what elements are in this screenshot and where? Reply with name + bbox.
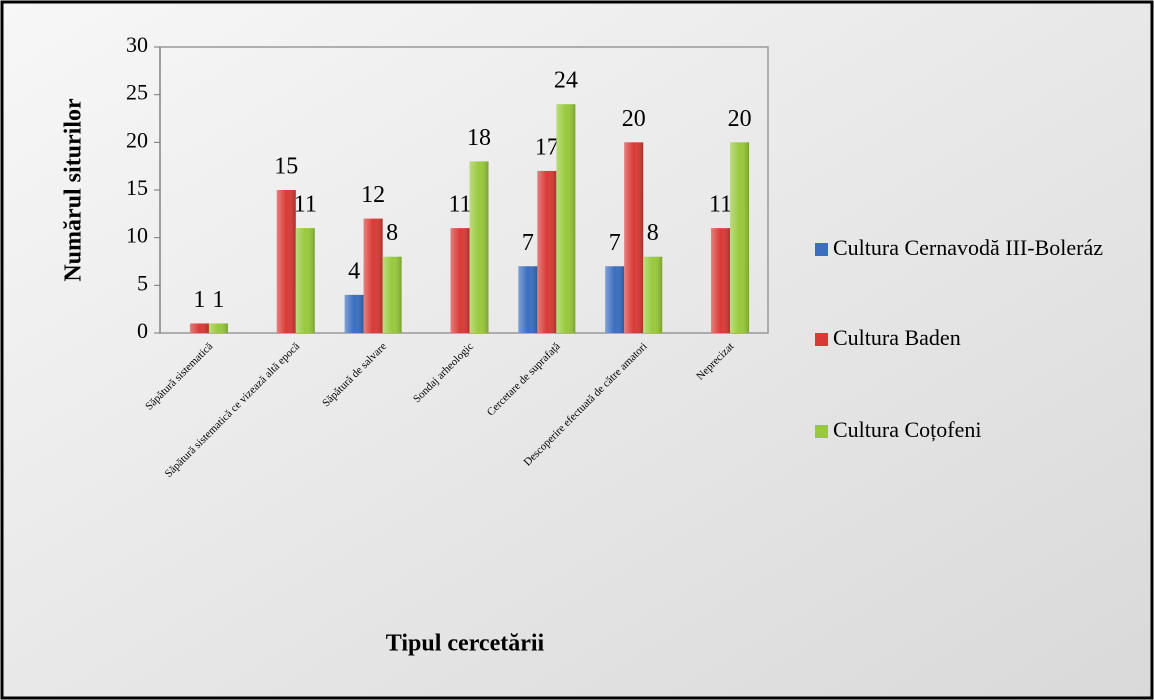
legend-label: Cultura Cernavodă III-Boleráz [833, 235, 1103, 260]
y-tick-label: 5 [137, 270, 148, 295]
data-label: 8 [386, 220, 398, 246]
bar-shine [363, 218, 383, 333]
bar-shine [344, 294, 364, 333]
bar-shine [518, 266, 538, 333]
y-axis-title: Numărul siturilor [61, 98, 87, 282]
bar-shine [537, 170, 557, 333]
data-label: 8 [647, 220, 659, 246]
data-label: 12 [361, 182, 385, 208]
data-label: 18 [467, 125, 491, 151]
legend-label: Cultura Coțofeni [833, 417, 982, 442]
data-label: 15 [274, 154, 298, 180]
y-tick-label: 15 [126, 175, 148, 200]
legend-label: Cultura Baden [833, 325, 961, 350]
y-tick-label: 20 [126, 127, 148, 152]
data-label: 11 [448, 192, 471, 218]
data-label: 1 [193, 287, 205, 313]
bar-shine [450, 228, 470, 333]
y-tick-label: 0 [137, 318, 148, 343]
data-label: 20 [622, 106, 646, 132]
legend-entry: Cultura Cernavodă III-Boleráz [833, 235, 1103, 260]
data-label: 7 [609, 230, 621, 256]
bar-shine [605, 266, 625, 333]
data-label: 11 [294, 192, 317, 218]
data-label: 1 [212, 287, 224, 313]
data-label: 7 [522, 230, 534, 256]
data-label: 24 [554, 68, 578, 94]
legend-entry: Cultura Baden [833, 325, 961, 350]
legend-swatch [815, 425, 828, 438]
x-axis-title: Tipul cercetării [386, 631, 545, 657]
bar-shine [469, 161, 489, 333]
data-label: 20 [728, 106, 752, 132]
bar-shine [643, 256, 663, 333]
data-label: 11 [709, 192, 732, 218]
bar-shine [711, 228, 731, 333]
bar-shine [189, 323, 209, 333]
bar-shine [556, 104, 576, 333]
bar-shine [276, 190, 296, 333]
data-label: 4 [348, 258, 360, 284]
legend-entry: Cultura Coțofeni [833, 417, 982, 442]
y-tick-label: 10 [126, 223, 148, 248]
legend-swatch [815, 333, 828, 346]
bar-shine [730, 142, 750, 333]
y-tick-label: 25 [126, 80, 148, 105]
bar-shine [382, 256, 402, 333]
data-label: 17 [535, 134, 559, 160]
legend-swatch [815, 243, 828, 256]
bar-shine [295, 228, 315, 333]
bar-shine [624, 142, 644, 333]
bar-shine [208, 323, 228, 333]
y-tick-label: 30 [126, 32, 148, 57]
